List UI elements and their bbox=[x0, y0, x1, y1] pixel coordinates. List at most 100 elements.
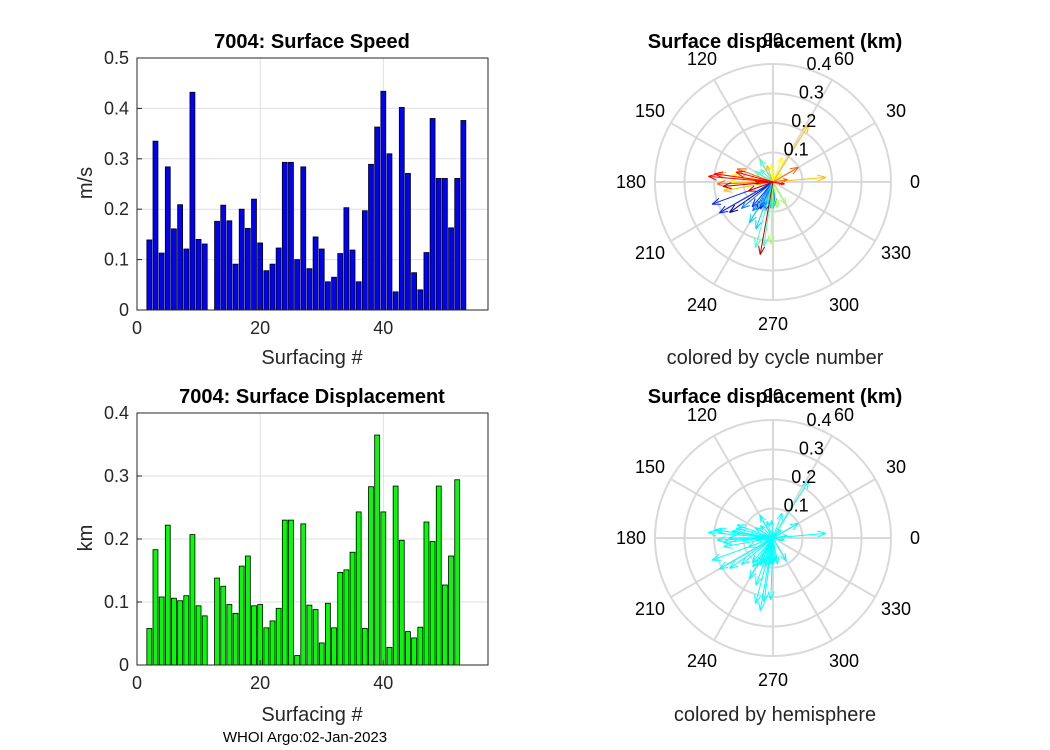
polar-cycle-arrow-head bbox=[759, 158, 767, 165]
displacement-bar bbox=[146, 628, 153, 666]
polar-cycle-arrow-head bbox=[758, 245, 761, 255]
polar-hemisphere-range-label: 0.2 bbox=[791, 467, 816, 487]
displacement-bar bbox=[429, 541, 436, 666]
polar-hemisphere-arrow-head bbox=[759, 602, 766, 611]
polar-cycle-arrow-head bbox=[752, 202, 756, 212]
polar-hemisphere-arrow-head bbox=[729, 565, 739, 569]
displacement-bar bbox=[423, 521, 430, 666]
polar-hemisphere-arrow bbox=[747, 537, 774, 548]
polar-hemisphere-angle-label: 210 bbox=[635, 599, 665, 619]
displacement-bar bbox=[269, 620, 276, 666]
speed-bar bbox=[405, 173, 411, 311]
displacement-ytick-label: 0.3 bbox=[104, 466, 129, 486]
displacement-xtick-label: 20 bbox=[250, 673, 270, 693]
polar-cycle-chart: Surface displacement (km) colored by cyc… bbox=[616, 30, 920, 369]
speed-xtick-label: 40 bbox=[373, 318, 393, 338]
speed-bar bbox=[386, 153, 393, 311]
polar-hemisphere-arrow-head bbox=[817, 532, 827, 538]
speed-ytick-label: 0.5 bbox=[104, 48, 129, 68]
speed-ytick-label: 0.4 bbox=[104, 98, 129, 118]
polar-cycle-arrow-head bbox=[771, 164, 775, 170]
polar-hemisphere-arrow bbox=[714, 529, 774, 539]
polar-hemisphere-arrow bbox=[772, 534, 788, 539]
polar-hemisphere-arrow-head bbox=[760, 525, 764, 531]
surface-speed-title: 7004: Surface Speed bbox=[214, 31, 410, 53]
surface-speed-ylabel: m/s bbox=[75, 167, 97, 199]
polar-hemisphere-arrow-head bbox=[722, 541, 732, 546]
displacement-bar bbox=[171, 597, 177, 666]
polar-hemisphere-spoke bbox=[772, 537, 876, 598]
speed-bar bbox=[343, 207, 350, 311]
surface-displacement-ylabel: km bbox=[75, 525, 97, 552]
speed-bar bbox=[275, 247, 282, 311]
polar-cycle-arrow-head bbox=[723, 190, 733, 193]
polar-cycle-arrow bbox=[719, 181, 774, 214]
displacement-bar bbox=[244, 555, 251, 666]
polar-hemisphere-arrow bbox=[719, 537, 774, 570]
polar-hemisphere-arrow bbox=[770, 537, 774, 600]
polar-cycle-arrow-head bbox=[755, 171, 762, 174]
polar-hemisphere-arrow bbox=[772, 512, 783, 539]
displacement-ytick-label: 0 bbox=[119, 655, 129, 675]
polar-cycle-arrow bbox=[772, 166, 799, 183]
polar-hemisphere-arrow bbox=[723, 537, 774, 548]
displacement-bar bbox=[331, 627, 337, 666]
polar-cycle-arrow-head bbox=[772, 200, 777, 209]
polar-cycle-arrow-head bbox=[770, 235, 775, 245]
speed-bar bbox=[189, 91, 196, 311]
polar-cycle-arrow-head bbox=[717, 171, 727, 175]
displacement-bar bbox=[195, 605, 202, 666]
polar-hemisphere-arrow bbox=[772, 537, 787, 562]
polar-hemisphere-arrow-head bbox=[806, 480, 810, 490]
speed-bar bbox=[312, 236, 319, 311]
displacement-bar bbox=[380, 511, 387, 666]
polar-hemisphere-caption: colored by hemisphere bbox=[674, 704, 876, 726]
displacement-bar bbox=[214, 577, 220, 666]
speed-axes-box bbox=[136, 57, 489, 311]
polar-cycle-arrow bbox=[752, 181, 774, 212]
polar-cycle-arrow-head bbox=[729, 209, 739, 213]
polar-hemisphere-arrow-head bbox=[784, 553, 787, 562]
speed-xtick-label: 20 bbox=[250, 318, 270, 338]
polar-hemisphere-arrow-head bbox=[783, 535, 788, 539]
polar-hemisphere-arrow bbox=[772, 537, 785, 541]
polar-hemisphere-arrow-head bbox=[776, 512, 783, 520]
polar-cycle-arrow-head bbox=[755, 221, 763, 230]
polar-hemisphere-arrow bbox=[755, 537, 774, 586]
polar-cycle-arrow bbox=[772, 181, 779, 209]
polar-cycle-arrow-head bbox=[749, 216, 757, 224]
displacement-xtick-label: 0 bbox=[132, 673, 142, 693]
polar-cycle-arrow-head bbox=[722, 185, 732, 190]
polar-hemisphere-arrow-head bbox=[741, 561, 750, 566]
speed-bar bbox=[294, 259, 300, 311]
speed-bar bbox=[171, 228, 177, 311]
polar-cycle-angle-label: 210 bbox=[635, 243, 665, 263]
displacement-bar bbox=[164, 524, 171, 666]
polar-cycle-arrow-head bbox=[722, 182, 732, 187]
polar-hemisphere-arrow-head bbox=[751, 554, 756, 564]
polar-cycle-arrow-head bbox=[777, 200, 780, 209]
speed-bar bbox=[325, 281, 331, 311]
displacement-ytick-label: 0.2 bbox=[104, 529, 129, 549]
speed-bar bbox=[331, 276, 337, 311]
polar-hemisphere-arrow bbox=[708, 531, 774, 539]
polar-hemisphere-arrow-head bbox=[717, 527, 727, 531]
displacement-ytick-label: 0.4 bbox=[104, 403, 129, 423]
polar-hemisphere-arrow-head bbox=[723, 546, 733, 549]
speed-bar bbox=[232, 263, 239, 311]
polar-cycle-arrow-head bbox=[760, 169, 766, 173]
polar-cycle-arrow-head bbox=[714, 171, 724, 175]
speed-bar bbox=[423, 252, 430, 311]
polar-hemisphere-arrow bbox=[759, 537, 774, 611]
speed-bar bbox=[337, 253, 344, 311]
polar-cycle-angle-label: 240 bbox=[687, 295, 717, 315]
polar-cycle-arrow bbox=[759, 158, 774, 183]
polar-hemisphere-arrow bbox=[754, 527, 774, 539]
polar-hemisphere-arrow-head bbox=[723, 541, 732, 548]
polar-cycle-angle-label: 180 bbox=[616, 172, 646, 192]
speed-bar bbox=[226, 220, 233, 311]
surface-speed-xlabel: Surfacing # bbox=[261, 347, 363, 369]
polar-hemisphere-arrow-head bbox=[722, 538, 732, 543]
polar-hemisphere-arrow-head bbox=[758, 601, 761, 611]
displacement-bar bbox=[201, 615, 208, 666]
